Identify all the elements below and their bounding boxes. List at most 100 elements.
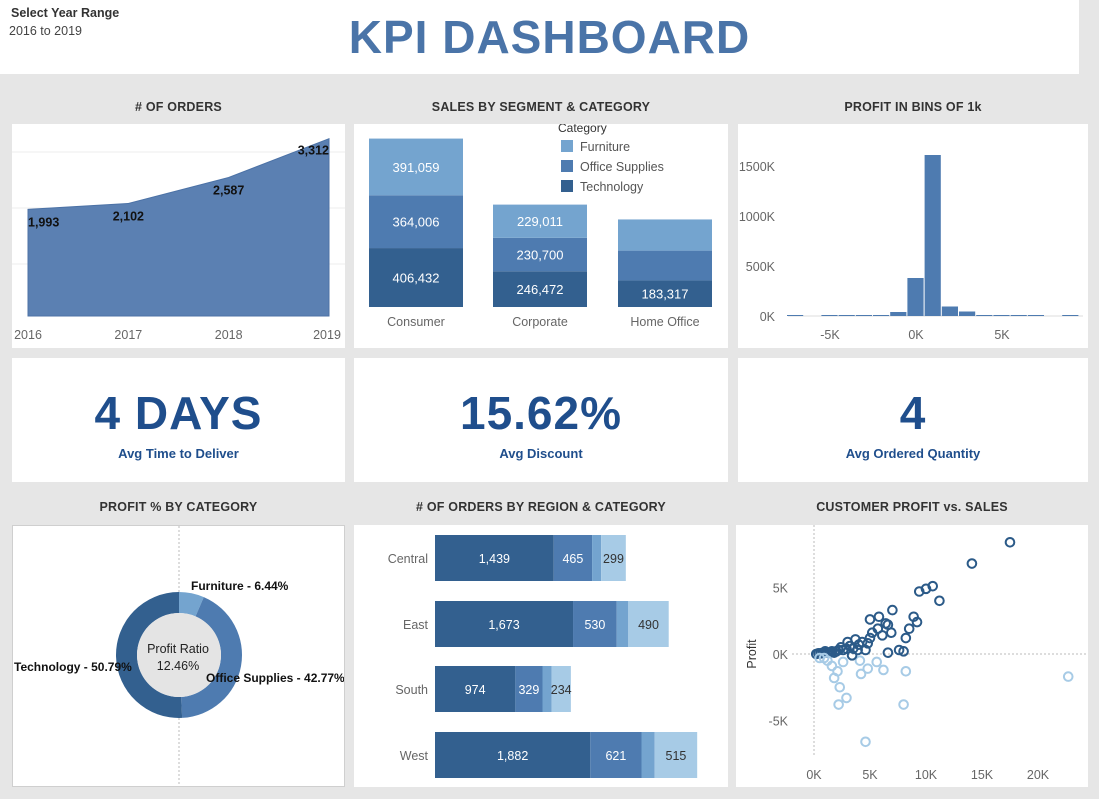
region-bar	[641, 732, 655, 778]
scatter-point	[846, 650, 858, 661]
scatter-point	[1004, 536, 1016, 548]
segment-bar	[493, 204, 587, 238]
profit-bins-chart-panel: 0K 500K 1000K 1500K -5K 0K 5K	[738, 124, 1088, 348]
orders-value-label: 1,993	[28, 215, 59, 229]
scatter-point	[841, 692, 852, 704]
x-tick-label: 20K	[1027, 768, 1050, 782]
scatter-point	[864, 614, 876, 625]
center-label: Profit Ratio	[147, 642, 209, 656]
kpi-card-discount: 15.62% Avg Discount	[354, 358, 728, 482]
segment-bar-label: 229,011	[517, 214, 563, 229]
histogram-bar	[821, 315, 838, 316]
x-tick-label: 2016	[14, 328, 42, 342]
region-stacked-bar-chart: Central 1,439 465 299 East 1,673 530 490 South 97…	[388, 535, 698, 778]
histogram-bar	[907, 278, 924, 316]
slice-label: Technology - 50.79%	[14, 660, 132, 674]
x-tick-label: Corporate	[512, 315, 568, 329]
y-axis-label: Profit	[745, 639, 759, 669]
scatter-chart-title: CUSTOMER PROFIT vs. SALES	[816, 500, 1008, 514]
y-tick-label: 0K	[760, 310, 776, 324]
region-bar	[654, 732, 698, 778]
orders-chart-panel: 1,993 2,102 2,587 3,312 2016 2017 2018 2019	[12, 124, 345, 348]
region-bar	[573, 601, 617, 647]
orders-value-label: 2,587	[213, 184, 244, 198]
scatter-point	[828, 672, 840, 684]
kpi-card-deliver: 4 DAYS Avg Time to Deliver	[12, 358, 345, 482]
histogram-bar	[976, 315, 993, 316]
region-bar-label: 621	[605, 749, 626, 763]
region-bar	[628, 601, 669, 647]
x-tick-label: 2018	[215, 328, 243, 342]
segment-bar-label: 391,059	[393, 160, 440, 175]
profit-category-chart-title: PROFIT % BY CATEGORY	[99, 500, 258, 514]
kpi-card-quantity: 4 Avg Ordered Quantity	[738, 358, 1088, 482]
histogram-bar	[941, 306, 958, 316]
slice-label: Office Supplies - 42.77%	[206, 671, 344, 685]
region-bar-label: 1,439	[479, 552, 510, 566]
histogram-bar	[890, 312, 907, 316]
segment-chart-panel: 406,432 364,006 391,059 Consumer 246,472 230,…	[354, 121, 728, 348]
orders-value-label: 2,102	[113, 209, 144, 223]
x-tick-label: 2019	[313, 328, 341, 342]
segment-chart-title: SALES BY SEGMENT & CATEGORY	[431, 100, 651, 114]
legend-swatch	[561, 180, 573, 192]
profit-sales-scatter-chart: 5K 0K -5K 0K 5K 10K 15K 20K Profit	[745, 525, 1088, 782]
region-bar-label: 329	[518, 683, 539, 697]
scatter-point	[900, 665, 912, 677]
segment-bar	[369, 138, 463, 196]
segment-bar	[618, 250, 712, 281]
region-bar	[553, 535, 593, 581]
histogram-bar	[1010, 315, 1027, 316]
scatter-point	[842, 636, 853, 648]
scatter-point	[837, 644, 849, 656]
scatter-point	[934, 595, 945, 607]
scatter-point	[898, 699, 909, 710]
histogram-bar	[855, 315, 872, 316]
x-tick-label: 2017	[114, 328, 142, 342]
scatter-point	[860, 736, 871, 748]
segment-bar	[493, 237, 587, 272]
scatter-point	[911, 616, 923, 628]
donut-hole	[137, 613, 221, 697]
y-tick-label: East	[403, 618, 429, 632]
y-tick-label: 500K	[746, 260, 776, 274]
kpi-value: 15.62%	[459, 387, 622, 439]
year-range-filter-value[interactable]: 2016 to 2019	[9, 24, 82, 38]
dashboard-title: KPI DASHBOARD	[348, 11, 751, 63]
legend-title: Category	[558, 124, 607, 135]
y-tick-label: -5K	[769, 715, 789, 729]
histogram-bar	[787, 315, 804, 316]
y-tick-label: Central	[388, 552, 428, 566]
histogram-bar	[1062, 315, 1079, 316]
x-tick-label: -5K	[820, 328, 840, 342]
y-tick-label: South	[395, 683, 428, 697]
region-bar	[542, 666, 552, 712]
scatter-point	[893, 644, 905, 656]
region-bar-label: 1,673	[488, 618, 519, 632]
legend-label: Technology	[580, 180, 644, 194]
x-tick-label: Consumer	[387, 315, 445, 329]
scatter-point	[833, 699, 844, 710]
x-tick-label: 5K	[994, 328, 1010, 342]
donut-slice	[116, 592, 183, 718]
scatter-point	[818, 652, 830, 664]
legend-label: Office Supplies	[580, 160, 664, 174]
scatter-chart-panel: 5K 0K -5K 0K 5K 10K 15K 20K Profit	[736, 525, 1088, 787]
region-bar-label: 515	[666, 749, 687, 763]
region-bar	[616, 601, 629, 647]
region-bar	[515, 666, 543, 712]
region-bar	[435, 666, 516, 712]
kpi-label: Avg Discount	[499, 446, 583, 461]
segment-bar	[369, 195, 463, 249]
scatter-point	[873, 611, 885, 623]
scatter-point	[1062, 671, 1074, 682]
profit-donut-chart: Profit Ratio 12.46% Furniture - 6.44% Offic…	[14, 526, 345, 786]
histogram-bar	[924, 155, 941, 316]
region-chart-title: # OF ORDERS BY REGION & CATEGORY	[416, 500, 666, 514]
scatter-point	[966, 558, 978, 569]
donut-slice	[181, 597, 243, 718]
year-range-filter-label: Select Year Range	[11, 6, 120, 20]
scatter-point	[837, 656, 849, 668]
segment-bar	[618, 219, 712, 251]
x-tick-label: 0K	[908, 328, 924, 342]
